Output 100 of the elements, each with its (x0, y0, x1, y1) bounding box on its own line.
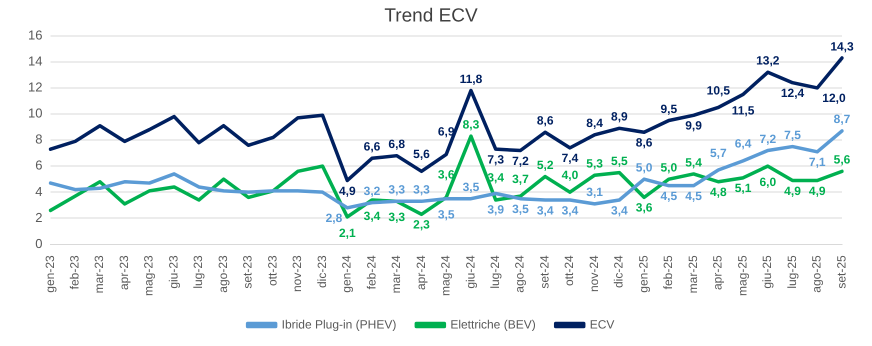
x-tick-label: set-23 (240, 254, 255, 289)
y-tick-label: 8 (35, 132, 42, 147)
data-label: 8,4 (586, 116, 604, 130)
x-tick-label: nov-24 (586, 255, 601, 292)
x-tick-label: mag-25 (735, 254, 750, 296)
data-label: 3,2 (364, 184, 381, 198)
x-tick-label: ott-24 (562, 254, 576, 286)
data-label: 8,7 (834, 112, 851, 126)
data-label: 5,0 (660, 160, 678, 174)
data-label: 3,5 (512, 202, 530, 216)
data-label: 9,9 (685, 118, 702, 133)
x-tick-label: lug-23 (191, 254, 206, 289)
data-label: 12,4 (780, 86, 805, 100)
x-tick-label: set-25 (834, 254, 848, 289)
legend-label: ECV (590, 317, 614, 332)
data-label: 2,3 (413, 218, 430, 232)
data-label: 7,5 (784, 128, 802, 142)
data-label: 3,5 (462, 180, 480, 194)
y-tick-label: 14 (28, 53, 42, 68)
x-tick-label: dic-24 (612, 254, 626, 288)
x-tick-label: ago-23 (216, 254, 230, 293)
data-label: 12,0 (822, 91, 846, 106)
data-label: 6,6 (364, 140, 381, 154)
data-label: 4,9 (808, 184, 826, 198)
y-tick-label: 6 (35, 158, 42, 173)
data-label: 7,1 (808, 155, 826, 170)
data-label: 5,0 (636, 160, 653, 174)
x-tick-label: giu-25 (760, 254, 774, 289)
x-tick-label: ago-24 (512, 254, 527, 293)
x-tick-label: feb-24 (364, 254, 378, 290)
data-label: 3,1 (586, 185, 604, 200)
legend-label: Elettriche (BEV) (450, 317, 536, 332)
x-tick-label: feb-23 (68, 254, 82, 290)
data-label: 7,2 (759, 132, 776, 146)
data-label: 3,6 (636, 200, 653, 215)
data-label: 13,2 (756, 54, 780, 68)
data-label: 2,8 (326, 211, 343, 226)
data-label: 8,6 (536, 114, 554, 128)
data-label: 4,0 (562, 168, 579, 182)
data-label: 4,5 (685, 188, 702, 203)
data-label: 4,9 (338, 184, 356, 198)
data-label: 3,4 (562, 203, 579, 218)
data-label: 5,1 (734, 181, 752, 196)
data-label: 11,8 (460, 72, 483, 86)
data-label: 6,4 (734, 136, 752, 151)
data-label: 2,1 (338, 226, 356, 240)
data-label: 3,3 (388, 210, 406, 224)
data-label: 7,2 (512, 154, 530, 168)
data-label: 4,5 (660, 188, 678, 203)
data-label: 10,5 (706, 83, 730, 98)
data-label: 5,6 (413, 147, 430, 162)
data-label: 8,3 (462, 117, 480, 132)
data-label: 3,3 (388, 182, 406, 197)
data-label: 3,9 (487, 202, 504, 216)
legend-label: Ibride Plug-in (PHEV) (282, 317, 396, 332)
data-label: 8,9 (611, 110, 628, 124)
x-tick-label: ago-25 (810, 254, 824, 293)
data-label: 5,7 (710, 146, 727, 160)
data-label: 5,3 (586, 156, 604, 171)
data-label: 7,3 (487, 152, 504, 166)
data-label: 5,2 (536, 158, 554, 172)
x-tick-label: gen-25 (636, 254, 650, 293)
data-label: 5,4 (685, 155, 702, 170)
x-tick-label: apr-25 (710, 254, 725, 290)
x-tick-label: gen-24 (340, 254, 354, 293)
y-tick-label: 16 (28, 27, 42, 42)
x-tick-label: gen-23 (42, 254, 57, 293)
data-label: 3,3 (413, 182, 430, 197)
chart-title: Trend ECV (384, 6, 478, 27)
x-tick-label: feb-25 (661, 254, 676, 290)
data-label: 3,4 (611, 203, 628, 218)
x-tick-label: dic-23 (314, 254, 329, 288)
data-label: 6,8 (388, 137, 406, 152)
y-tick-label: 4 (35, 184, 42, 199)
data-label: 11,5 (732, 103, 755, 118)
data-label: 5,5 (611, 154, 628, 168)
data-label: 14,3 (830, 39, 854, 54)
y-tick-label: 12 (28, 80, 42, 95)
x-tick-label: apr-23 (116, 254, 131, 290)
x-tick-label: set-24 (537, 254, 552, 289)
x-tick-label: giu-24 (463, 254, 478, 289)
data-label: 3,5 (438, 208, 455, 222)
x-tick-label: giu-23 (166, 254, 180, 289)
y-tick-label: 2 (35, 210, 42, 225)
x-tick-label: ott-23 (265, 254, 280, 286)
data-label: 3,4 (364, 208, 381, 223)
data-label: 8,6 (636, 136, 653, 150)
x-tick-label: apr-24 (414, 254, 428, 290)
x-tick-label: mar-23 (92, 254, 106, 294)
x-tick-label: lug-24 (488, 254, 502, 289)
x-tick-label: lug-25 (784, 254, 799, 289)
y-tick-label: 0 (35, 236, 42, 251)
data-label: 4,8 (710, 185, 727, 200)
x-tick-label: mag-24 (438, 254, 453, 296)
x-tick-label: nov-23 (290, 255, 304, 292)
data-label: 3,4 (536, 203, 554, 218)
data-label: 7,4 (562, 151, 579, 166)
data-label: 6,0 (759, 174, 776, 189)
x-tick-label: mag-23 (142, 254, 156, 296)
y-tick-label: 10 (28, 106, 42, 121)
